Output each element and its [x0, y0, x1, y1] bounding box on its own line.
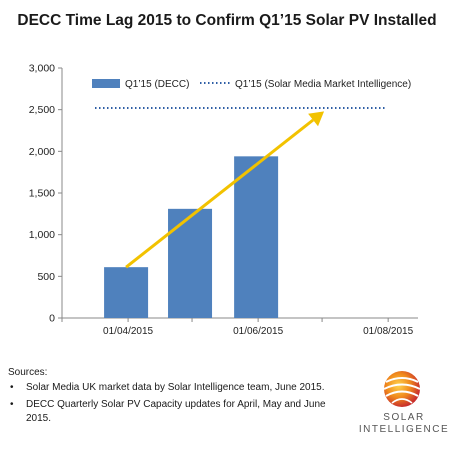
axes: 0 500 1,000 1,500 2,000 2,500 3,000 01/04/2015 0…: [29, 63, 418, 337]
y-tick-label: 2,000: [29, 146, 55, 158]
source-item: Solar Media UK market data by Solar Inte…: [8, 381, 328, 395]
chart-title: DECC Time Lag 2015 to Confirm Q1’15 Sola…: [17, 12, 437, 29]
y-tick-label: 3,000: [29, 63, 55, 75]
logo-text-solar: SOLAR: [383, 412, 425, 423]
chart: 0 500 1,000 1,500 2,000 2,500 3,000 01/04/2015 0…: [29, 63, 418, 337]
legend-label-line: Q1’15 (Solar Media Market Intelligence): [235, 79, 411, 90]
arrow-shaft: [125, 118, 314, 269]
logo-text-intelligence: INTELLIGENCE: [358, 424, 450, 435]
x-tick-label: 01/08/2015: [363, 326, 413, 337]
x-tick-label: 01/06/2015: [233, 326, 283, 337]
bar: [104, 267, 149, 318]
legend-label-bar: Q1’15 (DECC): [125, 79, 189, 90]
y-tick-label: 500: [37, 271, 55, 283]
y-tick-label: 0: [49, 313, 55, 325]
sources: Sources: Solar Media UK market data by S…: [8, 366, 328, 425]
source-item: DECC Quarterly Solar PV Capacity updates…: [8, 398, 328, 425]
y-tick-label: 2,500: [29, 104, 55, 116]
arrow-head: [308, 111, 325, 127]
bars: [104, 156, 279, 318]
bar: [234, 156, 279, 318]
legend-swatch-bar: [92, 79, 120, 88]
trend-arrow: [125, 111, 325, 269]
sources-heading: Sources:: [8, 367, 48, 378]
x-tick-label: 01/04/2015: [103, 326, 153, 337]
y-tick-label: 1,500: [29, 188, 55, 200]
legend: Q1’15 (DECC) Q1’15 (Solar Media Market In…: [92, 79, 411, 90]
bar: [168, 208, 213, 318]
sun-globe-icon: [383, 371, 421, 407]
y-tick-label: 1,000: [29, 229, 55, 241]
solar-intelligence-logo: SOLAR INTELLIGENCE: [358, 368, 450, 448]
